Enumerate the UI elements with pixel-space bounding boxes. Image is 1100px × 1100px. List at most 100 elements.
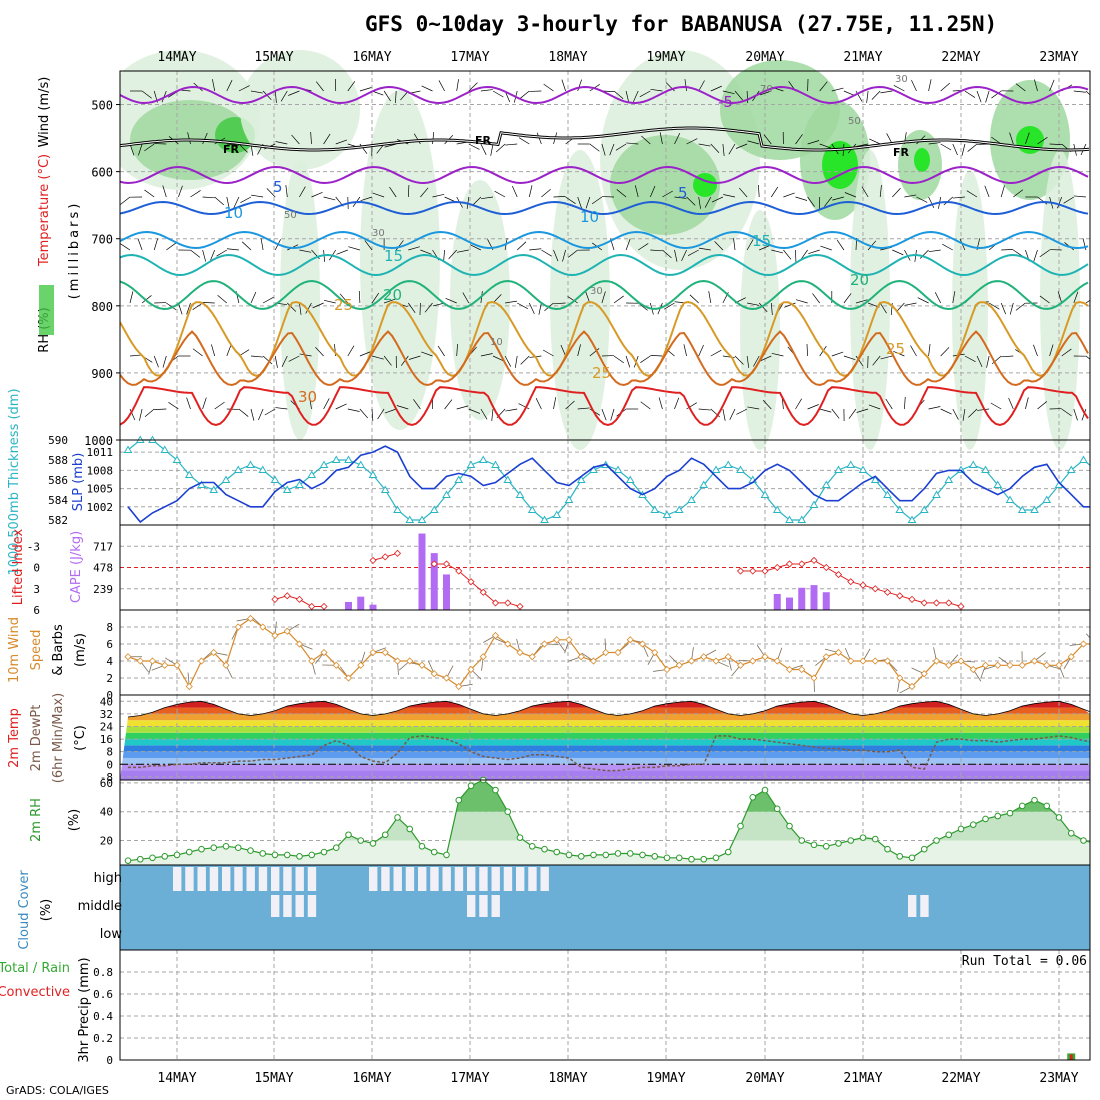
wind-barb: [698, 408, 711, 411]
wind-panel: [120, 610, 1090, 696]
thickness-marker: [491, 460, 500, 468]
wind-barb: [323, 196, 336, 201]
lifted-index-marker: [871, 585, 879, 593]
wind-barb: [494, 190, 506, 198]
rh2m-marker: [798, 837, 806, 844]
rh2m-marker: [1006, 809, 1014, 817]
wind-barb: [928, 249, 941, 253]
rh-contour-label: 30: [895, 74, 908, 85]
wind-barb: [1081, 408, 1087, 421]
wind-barb: [266, 188, 276, 198]
wind-barb: [420, 187, 429, 198]
thickness-marker: [270, 475, 280, 483]
wind-barb: [190, 190, 201, 198]
wind-barb: [448, 249, 457, 260]
slp-thickness-panel: [120, 435, 1090, 525]
wind-speed-marker: [932, 657, 941, 665]
rh-legend-swatch: [39, 285, 54, 335]
wind-tick-label: 6: [106, 638, 113, 651]
rh-contour-label: 30: [590, 286, 603, 297]
wind-barb: [795, 398, 802, 410]
cloud-clear-cell: [467, 867, 476, 891]
wind-barb: [432, 132, 435, 145]
lifted-index-marker: [810, 556, 818, 564]
date-label-bottom: 19MAY: [646, 1071, 685, 1086]
wind-barb: [934, 292, 942, 304]
wind-barb: [625, 90, 630, 103]
temperature-contour-label: 15: [384, 247, 403, 265]
temperature-contour: [120, 200, 1089, 216]
wind-barb: [565, 196, 576, 205]
wind-barb: [1033, 249, 1038, 262]
wind-barb: [260, 238, 264, 251]
rh2m-marker: [920, 845, 928, 853]
wind-barb: [129, 408, 136, 421]
thickness-marker: [503, 475, 513, 483]
wind-barb: [1039, 249, 1050, 258]
run-total-label: Run Total = 0.06: [962, 954, 1087, 969]
wind-barb: [856, 408, 869, 413]
wind-barb: [456, 405, 469, 410]
wind-speed-marker: [467, 665, 475, 674]
wind-barb: [178, 185, 183, 198]
wind-barb: [879, 302, 887, 314]
wind-barb: [505, 143, 518, 146]
wind-speed-marker: [320, 648, 328, 657]
rh2m-marker: [161, 853, 169, 860]
lifted-index-marker: [479, 588, 487, 596]
wind-barb: [492, 90, 504, 98]
wind-speed-marker: [210, 648, 218, 657]
wind-barb: [824, 196, 833, 207]
thickness-marker: [907, 515, 917, 523]
cloud-clear-cell: [271, 867, 280, 891]
wind-speed-marker: [908, 682, 916, 691]
wind-barb: [1049, 143, 1062, 145]
wind-barb: [519, 90, 530, 99]
thickness-marker: [393, 505, 402, 513]
cloud-clear-cell: [430, 867, 439, 891]
thickness-marker: [650, 505, 660, 513]
wind-barb: [819, 81, 828, 92]
date-label-top: 19MAY: [646, 50, 685, 65]
wind-speed-marker: [222, 661, 230, 669]
wind-speed-marker: [455, 682, 463, 691]
lifted-index-marker: [945, 599, 953, 607]
wind-barb: [1013, 189, 1024, 198]
wind-barb: [964, 355, 976, 362]
temperature-tick-label: 0: [106, 758, 113, 771]
rh2m-marker: [222, 842, 230, 850]
wind-barb: [681, 249, 687, 262]
wind-barb: [722, 143, 725, 156]
thickness-axis-label: 1000-500mb Thickness (dm): [7, 388, 22, 575]
wind-barb: [686, 196, 696, 206]
cloud-clear-cell: [491, 895, 500, 917]
wind-barb: [1057, 196, 1063, 209]
wind-barb: [535, 398, 542, 410]
temperature-fill: [120, 701, 1090, 780]
rh2m-marker: [467, 782, 475, 790]
wind-barb: [1073, 408, 1078, 421]
rh2m-marker: [737, 822, 744, 830]
wind-tick-label: 2: [106, 672, 113, 685]
cloud-clear-cell: [307, 867, 317, 891]
wind-barb: [639, 90, 651, 98]
wind-barb: [153, 238, 159, 251]
temperature-contour-label: 15: [752, 232, 771, 250]
rh2m-marker: [504, 808, 512, 815]
lifted-index-tick-label: 3: [33, 583, 40, 596]
wind-barb: [800, 249, 808, 261]
wind-speed-marker: [638, 640, 647, 648]
wind-speed-marker: [406, 657, 414, 665]
wind-barb: [413, 133, 421, 145]
wind-barb: [728, 143, 736, 155]
wind-speed-marker: [418, 661, 426, 669]
cape-bar: [443, 574, 450, 610]
date-label-bottom: 17MAY: [450, 1071, 489, 1086]
wind-speed-marker: [393, 657, 402, 665]
wind-barb: [437, 345, 445, 357]
cloud-clear-cell: [479, 867, 488, 891]
wind-barb: [1085, 355, 1090, 360]
wind-barb: [492, 355, 505, 362]
wind-barb: [202, 249, 207, 262]
temperature-contour-label: 25: [592, 364, 611, 382]
